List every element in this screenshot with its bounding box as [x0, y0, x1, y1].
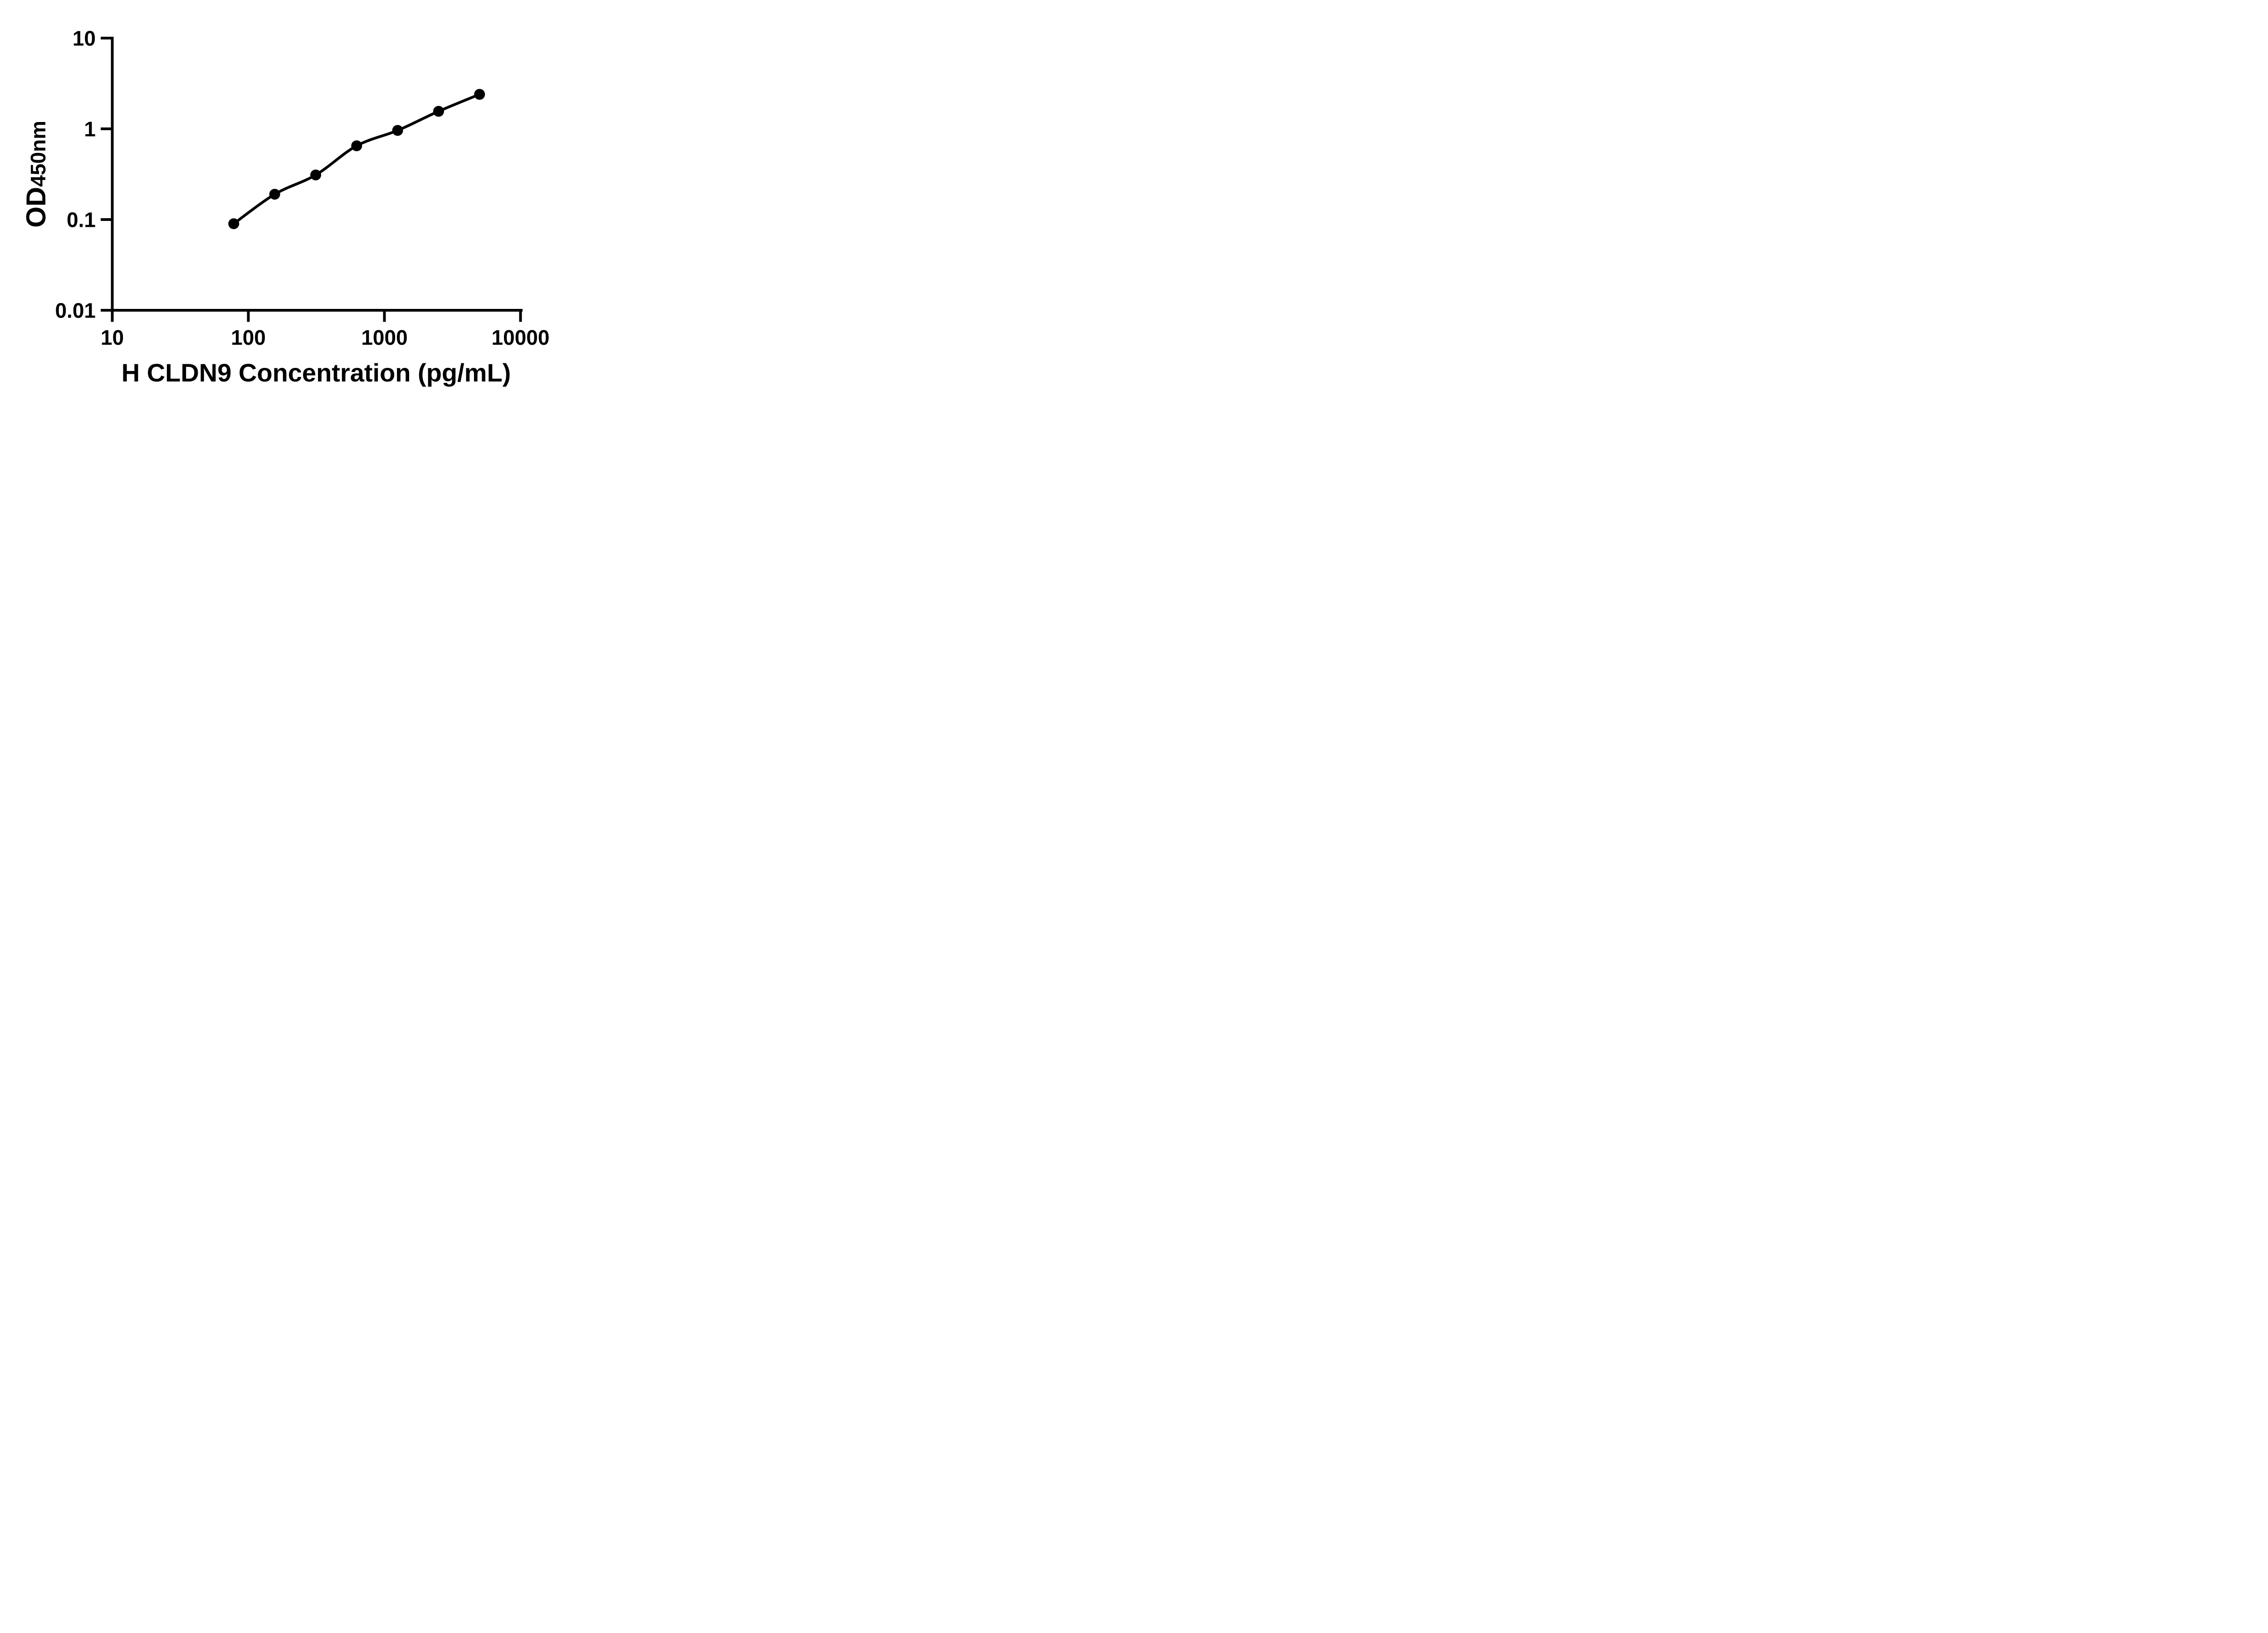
x-axis-title: H CLDN9 Concentration (pg/mL) — [122, 358, 511, 387]
data-point — [474, 89, 485, 100]
y-tick-label: 0.01 — [55, 299, 96, 323]
data-point — [228, 218, 240, 230]
elisa-standard-curve-figure: 10 1 0.1 0.01 10 100 1000 10000 H CLDN9 Concent… — [0, 0, 583, 408]
x-tick-label: 100 — [231, 326, 266, 349]
data-point — [392, 125, 403, 136]
data-point — [269, 189, 280, 200]
y-tick-label: 0.1 — [67, 208, 96, 232]
x-tick-label: 10 — [101, 326, 124, 349]
x-tick-label: 10000 — [492, 326, 550, 349]
y-axis-title: OD450nm — [21, 121, 51, 228]
y-tick-label: 1 — [84, 117, 96, 141]
y-tick-label: 10 — [73, 27, 96, 50]
x-tick-label: 1000 — [361, 326, 407, 349]
data-point — [433, 106, 444, 117]
y-axis-title-main: OD — [21, 187, 51, 228]
data-point — [351, 140, 362, 152]
data-point — [310, 169, 321, 181]
y-axis-title-subscript: 450nm — [26, 121, 50, 187]
